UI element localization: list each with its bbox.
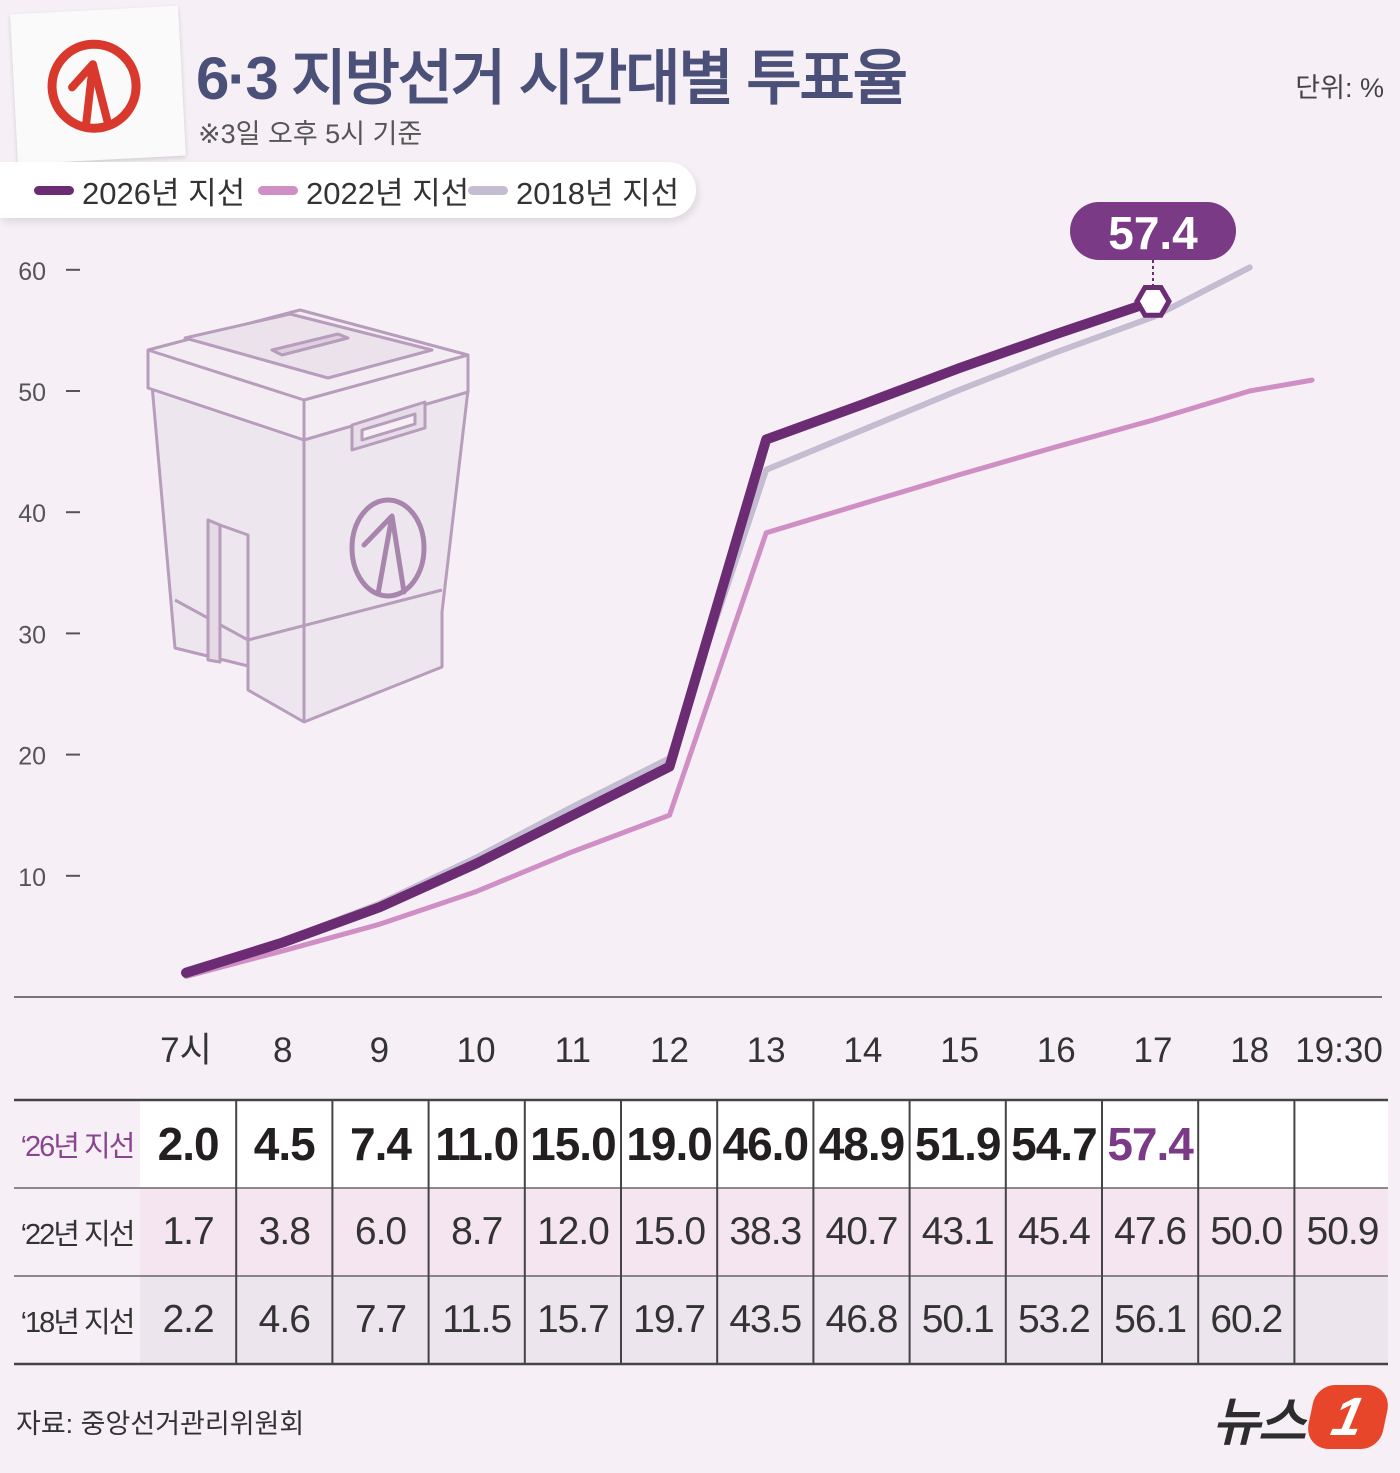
table-cell: 4.5 bbox=[253, 1118, 316, 1170]
page-subtitle: ※3일 오후 5시 기준 bbox=[198, 119, 423, 149]
table-row-label: ‘26년 지선 bbox=[20, 1131, 136, 1163]
x-tick-label: 17 bbox=[1134, 1031, 1173, 1070]
x-tick-label: 16 bbox=[1037, 1031, 1076, 1070]
brand-text: 뉴스 bbox=[1212, 1393, 1306, 1452]
table-cell: 4.6 bbox=[258, 1298, 311, 1341]
x-tick-label: 12 bbox=[650, 1031, 689, 1070]
table-cell: 19.0 bbox=[626, 1118, 713, 1170]
legend-label-2018: 2018년 지선 bbox=[516, 175, 680, 211]
table-cell: 6.0 bbox=[354, 1210, 407, 1253]
table-cell: 50.9 bbox=[1306, 1210, 1380, 1253]
x-tick-label: 10 bbox=[457, 1031, 496, 1070]
callout-value: 57.4 bbox=[1108, 207, 1198, 259]
table-row-bg-2026 bbox=[140, 1100, 1388, 1188]
table-cell: 46.8 bbox=[825, 1298, 899, 1341]
legend-swatch-2026 bbox=[34, 185, 74, 195]
table-cell: 11.0 bbox=[435, 1118, 519, 1170]
y-tick-label: 40 bbox=[18, 500, 46, 528]
legend-swatch-2022 bbox=[258, 185, 298, 195]
data-table: ‘26년 지선 2.0 4.5 7.4 11.0 15.0 19.0 46.0 48.9 51.9… bbox=[14, 1100, 1388, 1366]
table-cell: 45.4 bbox=[1017, 1210, 1091, 1253]
legend-label-2026: 2026년 지선 bbox=[82, 175, 246, 211]
x-axis: 7시 8 9 10 11 12 13 14 15 16 17 18 19:30 bbox=[160, 1031, 1383, 1070]
legend-item-2018: 2018년 지선 bbox=[468, 170, 680, 211]
table-cell: 3.8 bbox=[258, 1210, 311, 1253]
x-tick-label: 13 bbox=[747, 1031, 786, 1070]
y-tick-label: 10 bbox=[18, 864, 46, 892]
table-cell: 51.9 bbox=[914, 1118, 1002, 1170]
table-cell: 53.2 bbox=[1017, 1298, 1091, 1341]
table-row-label: ‘18년 지선 bbox=[20, 1307, 136, 1339]
latest-value-marker bbox=[1134, 285, 1172, 318]
table-row-label: ‘22년 지선 bbox=[20, 1219, 136, 1251]
x-tick-label: 7시 bbox=[160, 1031, 212, 1070]
brand-logo: 뉴스 1 bbox=[1212, 1384, 1393, 1452]
table-cell: 7.4 bbox=[350, 1118, 412, 1170]
table-row-bg-2022 bbox=[140, 1188, 1388, 1276]
table-cell: 60.2 bbox=[1210, 1298, 1283, 1341]
series-line-2026 bbox=[181, 296, 1158, 978]
callout-box bbox=[1070, 202, 1236, 260]
table-cell: 40.7 bbox=[825, 1210, 899, 1253]
x-tick-label: 15 bbox=[940, 1031, 979, 1070]
legend-swatch-2018 bbox=[468, 185, 508, 195]
x-tick-label: 9 bbox=[370, 1031, 389, 1070]
vote-logo-card bbox=[10, 5, 186, 165]
table-cell: 38.3 bbox=[729, 1210, 802, 1253]
table-cell: 2.0 bbox=[157, 1118, 220, 1170]
table-row-bg-2018 bbox=[140, 1276, 1388, 1364]
y-tick-label: 20 bbox=[18, 743, 46, 771]
y-tick-label: 30 bbox=[18, 621, 46, 649]
latest-value-callout: 57.4 bbox=[1070, 202, 1236, 318]
table-cell: 50.0 bbox=[1210, 1210, 1283, 1253]
table-cell bbox=[1198, 1100, 1294, 1188]
legend-item-2026: 2026년 지선 bbox=[34, 170, 246, 211]
y-tick-label: 60 bbox=[18, 258, 46, 286]
table-cell: 8.7 bbox=[451, 1210, 503, 1253]
x-tick-label: 14 bbox=[843, 1031, 882, 1070]
table-cell: 43.1 bbox=[921, 1210, 995, 1253]
page-title: 6·3 지방선거 시간대별 투표율 bbox=[196, 45, 908, 112]
table-cell: 48.9 bbox=[818, 1118, 906, 1170]
legend: 2026년 지선 2022년 지선 2018년 지선 bbox=[0, 162, 696, 218]
table-cell: 43.5 bbox=[729, 1298, 802, 1341]
table-cell: 15.0 bbox=[633, 1210, 706, 1253]
ballot-box-icon bbox=[146, 308, 470, 724]
x-tick-label: 19:30 bbox=[1295, 1031, 1383, 1070]
legend-item-2022: 2022년 지선 bbox=[258, 170, 470, 211]
y-tick-label: 50 bbox=[18, 379, 46, 407]
table-cell bbox=[1294, 1100, 1390, 1188]
table-cell: 15.7 bbox=[536, 1298, 610, 1341]
table-cell: 57.4 bbox=[1107, 1118, 1194, 1170]
table-cell: 11.5 bbox=[442, 1298, 512, 1341]
table-cell: 46.0 bbox=[722, 1118, 810, 1170]
table-cell: 1.7 bbox=[162, 1210, 214, 1253]
x-tick-label: 11 bbox=[555, 1031, 591, 1070]
table-cell: 54.7 bbox=[1011, 1118, 1098, 1170]
table-cell: 56.1 bbox=[1114, 1298, 1187, 1341]
y-axis: 10 20 30 40 50 60 bbox=[18, 258, 80, 892]
series-line-2022 bbox=[183, 377, 1315, 979]
brand-badge: 1 bbox=[1303, 1385, 1393, 1449]
x-tick-label: 8 bbox=[273, 1031, 292, 1070]
legend-label-2022: 2022년 지선 bbox=[306, 175, 470, 211]
table-cell: 15.0 bbox=[530, 1118, 617, 1170]
source-note: 자료: 중앙선거관리위원회 bbox=[16, 1409, 305, 1439]
table-cell: 7.7 bbox=[354, 1298, 407, 1341]
table-cell: 2.2 bbox=[162, 1298, 214, 1341]
table-cell: 50.1 bbox=[921, 1298, 995, 1341]
table-cell: 47.6 bbox=[1114, 1210, 1187, 1253]
table-cell bbox=[1294, 1276, 1390, 1364]
vote-stamp-icon bbox=[47, 39, 141, 133]
table-cell: 19.7 bbox=[633, 1298, 706, 1341]
table-cell: 12.0 bbox=[536, 1210, 610, 1253]
table-grid bbox=[14, 1098, 1388, 1366]
x-tick-label: 18 bbox=[1230, 1031, 1269, 1070]
unit-label: 단위: % bbox=[1295, 73, 1384, 103]
